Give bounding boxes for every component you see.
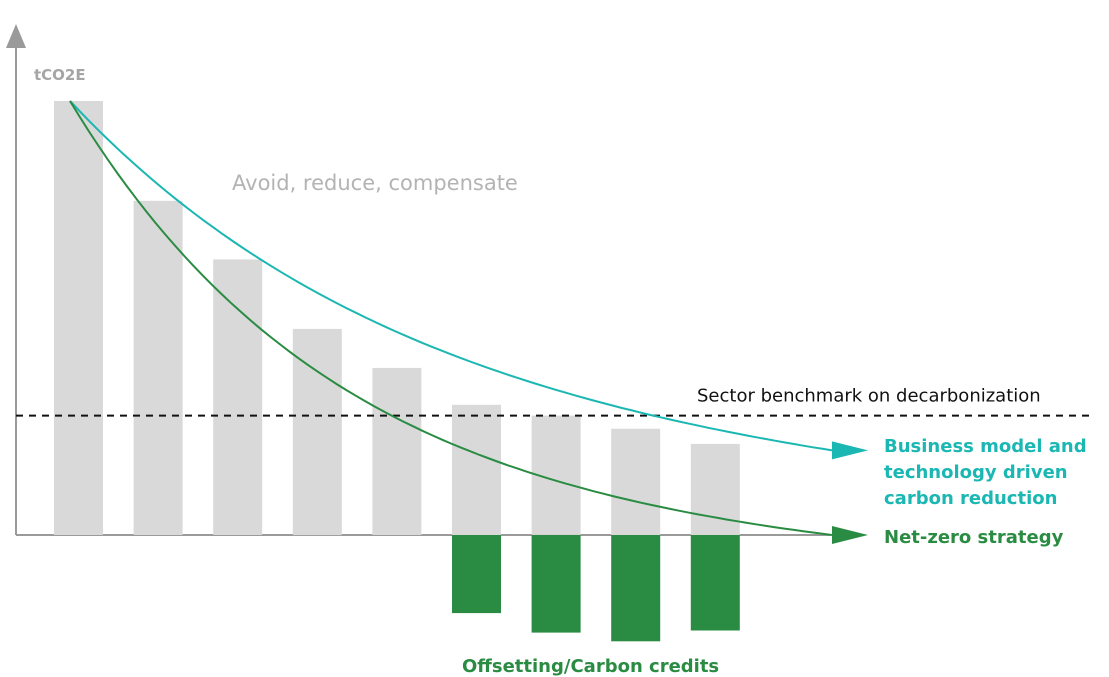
y-axis-label: tCO2E — [34, 66, 86, 84]
offsetting-carbon-credits-label: Offsetting/Carbon credits — [462, 656, 719, 677]
business-model-label-line-2: technology driven — [884, 462, 1068, 483]
emission-bar-8 — [611, 428, 661, 535]
offset-bar-6 — [452, 535, 501, 614]
net-zero-curve — [69, 100, 833, 536]
emission-bar-4 — [292, 328, 342, 536]
business-model-label-line-3: carbon reduction — [884, 488, 1057, 509]
curves-group — [69, 100, 868, 544]
business-model-arrow-icon — [832, 441, 868, 460]
bars-group — [54, 101, 740, 642]
avoid-reduce-compensate-label: Avoid, reduce, compensate — [232, 171, 518, 195]
net-zero-label: Net-zero strategy — [884, 527, 1064, 548]
offset-bar-9 — [690, 535, 740, 631]
business-model-label: Business model and technology driven car… — [884, 436, 1093, 509]
offset-bar-8 — [611, 535, 661, 642]
emission-bar-1 — [54, 101, 103, 535]
business-model-label-line-1: Business model and — [884, 436, 1087, 457]
emission-bar-5 — [372, 367, 422, 535]
net-zero-arrow-icon — [832, 526, 868, 544]
y-axis-arrow-icon — [6, 24, 26, 48]
emission-bar-6 — [452, 404, 501, 535]
benchmark-label: Sector benchmark on decarbonization — [697, 386, 1041, 407]
offset-bar-7 — [531, 535, 581, 633]
emission-bar-2 — [133, 200, 183, 536]
emission-bar-3 — [213, 259, 263, 535]
business-model-curve — [69, 100, 833, 452]
